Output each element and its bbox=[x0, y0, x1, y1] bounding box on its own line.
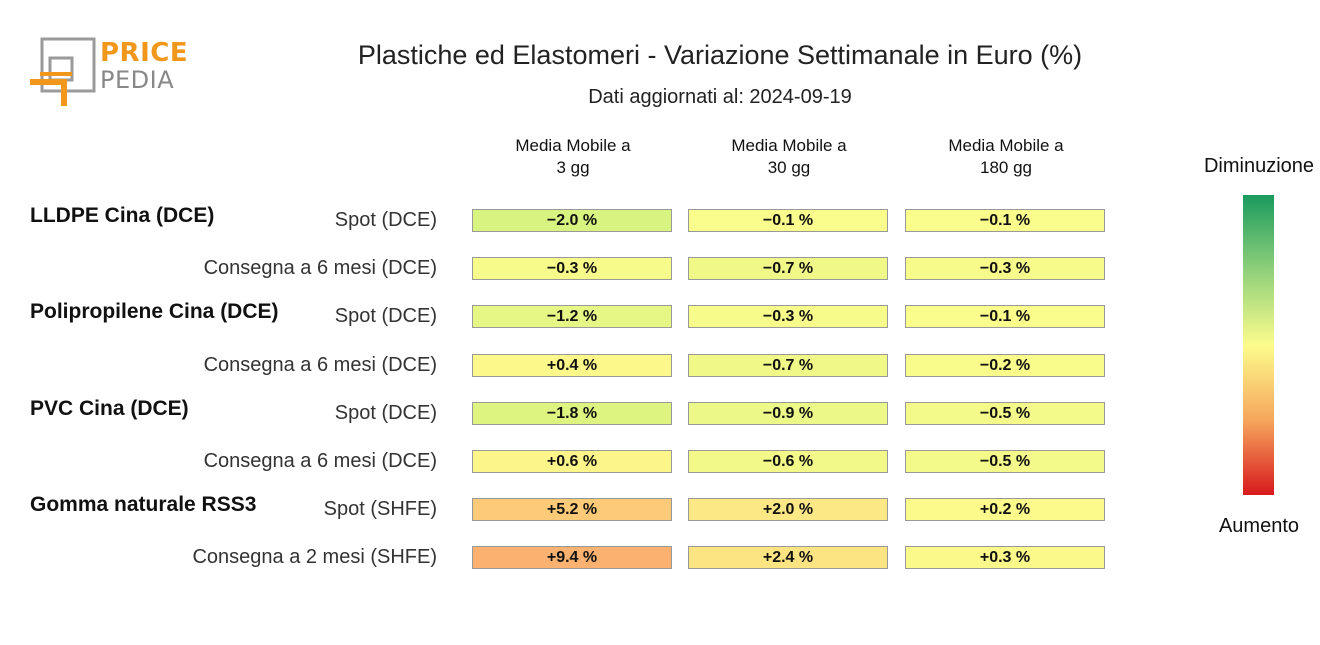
heatmap-cell: −1.2 % bbox=[472, 305, 672, 329]
heatmap-cell: −0.7 % bbox=[688, 257, 888, 281]
heatmap-cell: −0.1 % bbox=[688, 209, 888, 232]
heatmap-cell: +9.4 % bbox=[472, 546, 672, 570]
heatmap-cell: +0.3 % bbox=[905, 546, 1105, 570]
heatmap-cell: −0.3 % bbox=[688, 305, 888, 329]
logo-mark-icon bbox=[30, 37, 96, 106]
column-header-line: Media Mobile a bbox=[515, 136, 631, 155]
row-label: Consegna a 2 mesi (SHFE) bbox=[192, 546, 437, 569]
row-label: Consegna a 6 mesi (DCE) bbox=[203, 353, 437, 376]
chart-subtitle: Dati aggiornati al: 2024-09-19 bbox=[588, 86, 852, 108]
row-label: Consegna a 6 mesi (DCE) bbox=[203, 450, 437, 472]
legend-bottom-label: Aumento bbox=[1218, 515, 1300, 537]
heatmap-cell: −0.7 % bbox=[688, 353, 888, 377]
column-header-line: Media Mobile a bbox=[731, 136, 847, 155]
heatmap-cell: −0.6 % bbox=[688, 450, 888, 473]
heatmap-cell: −0.3 % bbox=[905, 257, 1105, 281]
heatmap-cell: −0.5 % bbox=[905, 450, 1105, 473]
row-label: Consegna a 6 mesi (DCE) bbox=[203, 257, 437, 280]
heatmap-cell: +2.0 % bbox=[688, 498, 888, 522]
row-label: Spot (DCE) bbox=[334, 305, 437, 328]
column-header: Media Mobile a 30 gg bbox=[688, 135, 890, 179]
heatmap-cell: +0.2 % bbox=[905, 498, 1105, 522]
column-header-line: 30 gg bbox=[767, 158, 811, 177]
pricepedia-logo: PRICE PEDIA bbox=[28, 36, 198, 112]
column-header: Media Mobile a 3 gg bbox=[472, 135, 674, 179]
row-label: Spot (SHFE) bbox=[323, 498, 437, 521]
logo-text-pedia: PEDIA bbox=[100, 66, 175, 94]
heatmap-cell: −0.9 % bbox=[688, 401, 888, 425]
legend-color-scale bbox=[1243, 195, 1274, 495]
heatmap-cell: +0.6 % bbox=[472, 450, 672, 473]
column-header-line: 3 gg bbox=[556, 158, 590, 177]
heatmap-cell: +0.4 % bbox=[472, 353, 672, 377]
heatmap-cell: −0.3 % bbox=[472, 257, 672, 281]
legend-top-label: Diminuzione bbox=[1203, 155, 1315, 177]
group-label: PVC Cina (DCE) bbox=[30, 396, 189, 420]
heatmap-cell: +5.2 % bbox=[472, 498, 672, 522]
chart-title: Plastiche ed Elastomeri - Variazione Set… bbox=[357, 40, 1083, 70]
logo-text-price: PRICE bbox=[100, 38, 189, 68]
group-label: Gomma naturale RSS3 bbox=[30, 493, 257, 517]
heatmap-cell: −0.2 % bbox=[905, 353, 1105, 377]
heatmap-cell: +2.4 % bbox=[688, 546, 888, 570]
row-label: Spot (DCE) bbox=[334, 401, 437, 424]
heatmap-cell: −1.8 % bbox=[472, 401, 672, 425]
group-label: LLDPE Cina (DCE) bbox=[30, 204, 215, 227]
column-header-line: Media Mobile a bbox=[948, 136, 1064, 155]
heatmap-cell: −0.1 % bbox=[905, 305, 1105, 329]
column-header-line: 180 gg bbox=[980, 158, 1032, 177]
heatmap-cell: −0.1 % bbox=[905, 209, 1105, 232]
heatmap-cell: −2.0 % bbox=[472, 209, 672, 232]
column-header: Media Mobile a 180 gg bbox=[905, 135, 1107, 179]
group-label: Polipropilene Cina (DCE) bbox=[30, 300, 279, 324]
heatmap-cell: −0.5 % bbox=[905, 401, 1105, 425]
row-label: Spot (DCE) bbox=[334, 209, 437, 231]
